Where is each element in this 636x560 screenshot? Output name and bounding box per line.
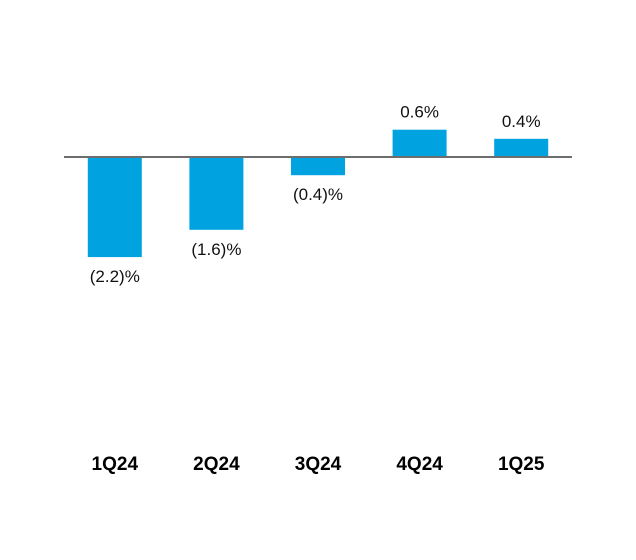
data-label-3Q24: (0.4)% (293, 185, 343, 204)
category-labels-group: 1Q24 2Q24 3Q24 4Q24 1Q25 (92, 454, 545, 475)
bar-3Q24 (291, 157, 345, 176)
data-labels-group: (2.2)% (1.6)% (0.4)% 0.6% 0.4% (90, 103, 541, 286)
category-label-1Q24: 1Q24 (92, 454, 139, 475)
bar-2Q24 (189, 157, 244, 230)
data-label-2Q24: (1.6)% (191, 240, 241, 259)
bar-4Q24 (392, 129, 447, 157)
data-label-1Q25: 0.4% (502, 112, 541, 131)
bars-group (87, 129, 549, 258)
category-label-4Q24: 4Q24 (396, 454, 443, 475)
data-label-1Q24: (2.2)% (90, 267, 140, 286)
data-label-4Q24: 0.6% (400, 103, 439, 122)
category-label-3Q24: 3Q24 (295, 454, 342, 475)
bar-1Q24 (87, 157, 142, 258)
category-label-2Q24: 2Q24 (193, 454, 240, 475)
bar-1Q25 (494, 138, 549, 157)
category-label-1Q25: 1Q25 (498, 454, 545, 475)
